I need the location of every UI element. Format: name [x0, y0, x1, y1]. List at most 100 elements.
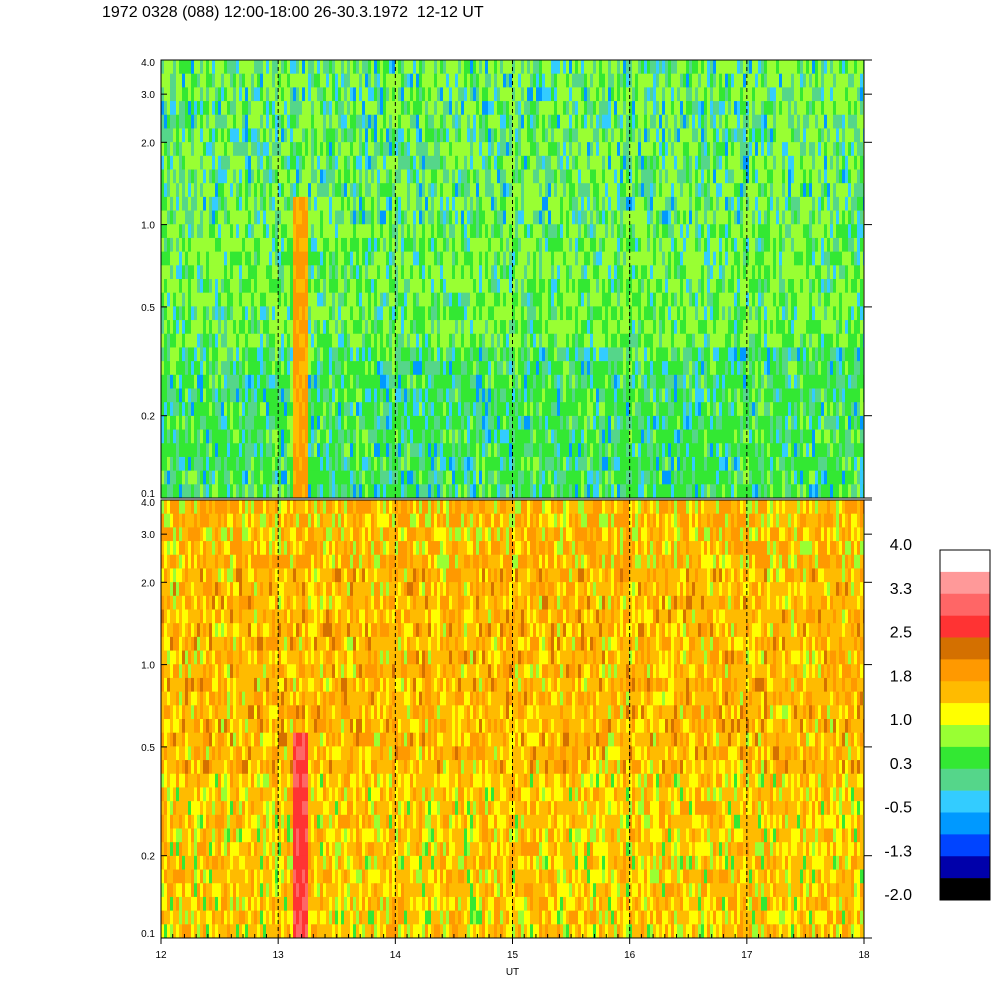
heatmap-cell — [230, 347, 234, 362]
heatmap-cell — [581, 320, 585, 335]
heatmap-cell — [200, 402, 204, 417]
heatmap-cell — [266, 251, 270, 266]
heatmap-cell — [398, 114, 402, 130]
heatmap-cell — [461, 320, 465, 335]
heatmap-cell — [185, 142, 189, 157]
heatmap-cell — [194, 361, 198, 376]
heatmap-cell — [263, 292, 267, 307]
heatmap-cell — [551, 306, 555, 321]
heatmap-cell — [257, 306, 261, 321]
heatmap-cell — [578, 155, 582, 171]
heatmap-cell — [278, 484, 282, 498]
heatmap-cell — [611, 73, 615, 88]
heatmap-cell — [407, 279, 411, 294]
heatmap-cell — [572, 251, 576, 266]
heatmap-cell — [404, 292, 408, 307]
heatmap-cell — [557, 470, 561, 485]
heatmap-cell — [185, 402, 189, 417]
heatmap-cell — [197, 388, 201, 403]
heatmap-cell — [182, 196, 186, 212]
heatmap-cell — [458, 183, 462, 198]
heatmap-cell — [494, 142, 498, 157]
heatmap-cell — [287, 265, 291, 280]
heatmap-cell — [608, 456, 612, 472]
heatmap-cell — [344, 114, 348, 130]
heatmap-cell — [371, 279, 375, 294]
heatmap-cell — [359, 347, 363, 362]
heatmap-cell — [359, 388, 363, 403]
heatmap-cell — [227, 415, 231, 431]
heatmap-cell — [332, 415, 336, 431]
heatmap-cell — [194, 183, 198, 198]
heatmap-cell — [296, 237, 300, 253]
heatmap-cell — [572, 183, 576, 198]
heatmap-cell — [248, 60, 252, 75]
heatmap-cell — [218, 128, 222, 143]
heatmap-cell — [434, 73, 438, 88]
heatmap-cell — [443, 114, 447, 130]
heatmap-cell — [194, 306, 198, 321]
heatmap-cell — [176, 402, 180, 417]
heatmap-cell — [338, 128, 342, 143]
heatmap-cell — [524, 155, 528, 171]
heatmap-cell — [209, 265, 213, 280]
heatmap-cell — [512, 224, 516, 239]
heatmap-cell — [539, 128, 543, 143]
heatmap-cell — [473, 60, 477, 75]
heatmap-cell — [260, 484, 264, 498]
heatmap-cell — [431, 210, 435, 225]
heatmap-cell — [440, 456, 444, 472]
heatmap-cell — [248, 374, 252, 390]
heatmap-cell — [470, 73, 474, 88]
heatmap-cell — [167, 443, 171, 458]
heatmap-cell — [467, 347, 471, 362]
heatmap-cell — [287, 196, 291, 212]
heatmap-cell — [374, 470, 378, 485]
heatmap-cell — [266, 347, 270, 362]
heatmap-cell — [446, 210, 450, 225]
heatmap-cell — [449, 306, 453, 321]
heatmap-cell — [320, 320, 324, 335]
heatmap-cell — [581, 456, 585, 472]
heatmap-cell — [626, 347, 630, 362]
heatmap-cell — [581, 114, 585, 130]
heatmap-cell — [470, 155, 474, 171]
heatmap-cell — [617, 114, 621, 130]
heatmap-cell — [443, 155, 447, 171]
heatmap-cell — [374, 73, 378, 88]
heatmap-cell — [371, 470, 375, 485]
heatmap-cell — [404, 484, 408, 498]
heatmap-cell — [464, 484, 468, 498]
heatmap-cell — [404, 265, 408, 280]
heatmap-cell — [374, 114, 378, 130]
heatmap-cell — [443, 470, 447, 485]
heatmap-cell — [584, 60, 588, 75]
heatmap-cell — [434, 456, 438, 472]
heatmap-cell — [530, 484, 534, 498]
heatmap-cell — [236, 155, 240, 171]
heatmap-cell — [197, 429, 201, 444]
heatmap-cell — [254, 60, 258, 75]
heatmap-cell — [347, 128, 351, 143]
heatmap-cell — [368, 251, 372, 266]
heatmap-cell — [470, 128, 474, 143]
heatmap-cell — [218, 279, 222, 294]
heatmap-cell — [293, 73, 297, 88]
heatmap-cell — [617, 402, 621, 417]
heatmap-cell — [272, 374, 276, 390]
heatmap-cell — [203, 443, 207, 458]
heatmap-cell — [626, 443, 630, 458]
heatmap-cell — [344, 279, 348, 294]
heatmap-cell — [344, 101, 348, 116]
heatmap-cell — [215, 114, 219, 130]
heatmap-cell — [212, 169, 216, 184]
heatmap-cell — [446, 361, 450, 376]
heatmap-cell — [395, 101, 399, 116]
heatmap-cell — [248, 210, 252, 225]
heatmap-cell — [209, 347, 213, 362]
heatmap-cell — [575, 484, 579, 498]
heatmap-cell — [164, 142, 168, 157]
heatmap-cell — [287, 361, 291, 376]
heatmap-cell — [218, 470, 222, 485]
heatmap-cell — [512, 114, 516, 130]
